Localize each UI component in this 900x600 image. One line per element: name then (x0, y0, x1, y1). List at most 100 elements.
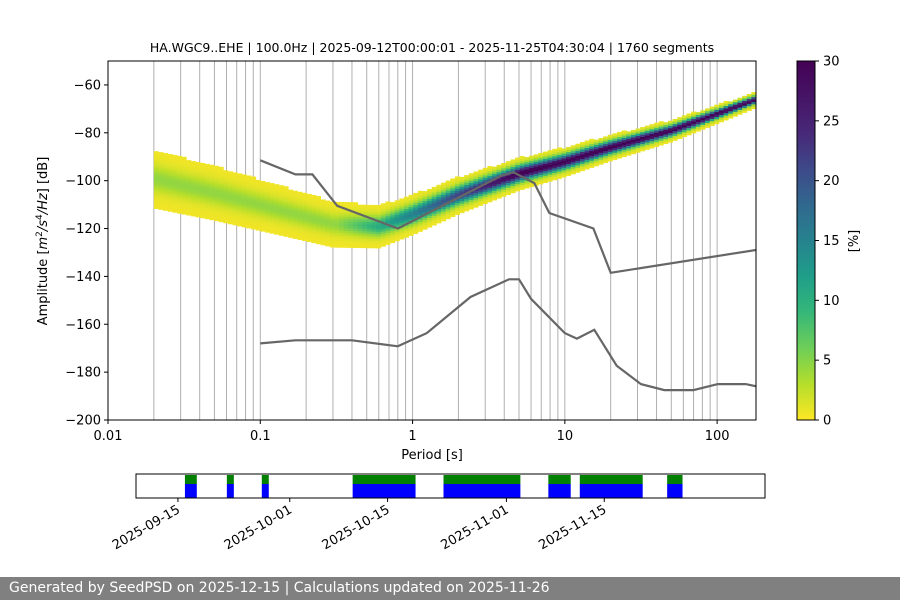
heatmap-cell (408, 204, 414, 208)
heatmap-cell (153, 184, 159, 188)
heatmap-cell (561, 174, 567, 178)
heatmap-cell (214, 165, 220, 169)
heatmap-cell (677, 126, 683, 130)
heatmap-cell (255, 182, 261, 186)
heatmap-cell (561, 158, 567, 161)
heatmap-cell (357, 219, 363, 222)
heatmap-cell (626, 152, 632, 156)
heatmap-cell (353, 240, 359, 244)
heatmap-cell (529, 184, 535, 188)
heatmap-cell (204, 204, 210, 208)
heatmap-cell (501, 172, 507, 176)
heatmap-cell (195, 176, 201, 180)
heatmap-cell (658, 126, 664, 129)
heatmap-cell (292, 231, 298, 235)
heatmap-cell (278, 216, 284, 220)
heatmap-cell (190, 163, 196, 167)
heatmap-cell (302, 221, 308, 225)
heatmap-cell (723, 112, 729, 116)
heatmap-cell (241, 222, 247, 226)
heatmap-cell (658, 121, 664, 124)
heatmap-cell (177, 203, 183, 207)
heatmap-cell (390, 223, 396, 227)
heatmap-cell (353, 223, 359, 227)
heatmap-cell (454, 209, 460, 213)
heatmap-cell (436, 220, 442, 224)
heatmap-cell (487, 178, 493, 181)
heatmap-cell (399, 210, 405, 214)
heatmap-cell (283, 198, 289, 201)
heatmap-cell (654, 129, 660, 133)
y-tick-label: −100 (65, 174, 101, 189)
heatmap-cell (417, 200, 423, 204)
heatmap-cell (237, 202, 243, 205)
heatmap-cell (339, 216, 345, 220)
heatmap-cell (473, 204, 479, 208)
heatmap-cell (204, 171, 210, 174)
heatmap-cell (237, 209, 243, 213)
heatmap-cell (376, 205, 382, 208)
heatmap-cell (677, 119, 683, 123)
heatmap-cell (292, 207, 298, 211)
heatmap-cell (320, 221, 326, 224)
heatmap-cell (163, 191, 169, 195)
heatmap-cell (265, 206, 271, 209)
colorbar-tick-label: 15 (823, 234, 840, 249)
heatmap-cell (265, 184, 271, 188)
heatmap-cell (334, 242, 340, 246)
heatmap-cell (496, 191, 502, 194)
heatmap-cell (454, 181, 460, 184)
heatmap-cell (491, 192, 498, 196)
heatmap-cell (487, 192, 493, 196)
heatmap-cell (357, 207, 363, 210)
noise-models (259, 159, 756, 392)
heatmap-cell (700, 112, 706, 116)
heatmap-cell (575, 148, 581, 152)
heatmap-cell (413, 207, 419, 210)
heatmap-cell (390, 202, 396, 205)
heatmap-cell (315, 203, 321, 206)
heatmap-cell (436, 218, 442, 221)
heatmap-cell (204, 194, 210, 198)
heatmap-cell (723, 110, 729, 114)
heatmap-cell (519, 160, 525, 164)
heatmap-cell (640, 136, 646, 140)
heatmap-cell (644, 125, 650, 129)
heatmap-cell (561, 165, 567, 168)
heatmap-cell (607, 137, 613, 140)
heatmap-cell (427, 196, 433, 199)
heatmap-cell (464, 179, 470, 183)
heatmap-cell (269, 187, 275, 191)
heatmap-cell (380, 212, 386, 216)
heatmap-cell (422, 224, 428, 228)
heatmap-cell (218, 181, 224, 184)
heatmap-cell (714, 109, 720, 113)
heatmap-cell (640, 127, 646, 130)
heatmap-cell (450, 192, 456, 196)
heatmap-cell (209, 186, 215, 190)
heatmap-cell (315, 222, 321, 226)
heatmap-cell (227, 188, 233, 191)
heatmap-cell (163, 196, 169, 199)
heatmap-cell (283, 226, 289, 230)
heatmap-cell (214, 192, 220, 195)
heatmap-cell (297, 218, 303, 221)
heatmap-cell (579, 149, 586, 152)
y-axis-label: Amplitude [m2/s4/Hz] [dB] (35, 157, 51, 326)
heatmap-cell (371, 245, 377, 249)
heatmap-cell (505, 177, 511, 181)
heatmap-cell (677, 129, 683, 132)
heatmap-cell (570, 147, 576, 151)
heatmap-cell (454, 185, 460, 189)
heatmap-cell (232, 205, 238, 209)
heatmap-cell (552, 175, 558, 178)
heatmap-cell (399, 205, 405, 209)
heatmap-cell (547, 166, 553, 170)
colorbar-tick-label: 0 (823, 414, 831, 429)
heatmap-cell (362, 223, 368, 227)
heatmap-cell (575, 160, 581, 164)
heatmap-cell (519, 170, 525, 174)
heatmap-cell (218, 214, 224, 218)
heatmap-cell (686, 125, 692, 129)
heatmap-cell (153, 155, 159, 159)
